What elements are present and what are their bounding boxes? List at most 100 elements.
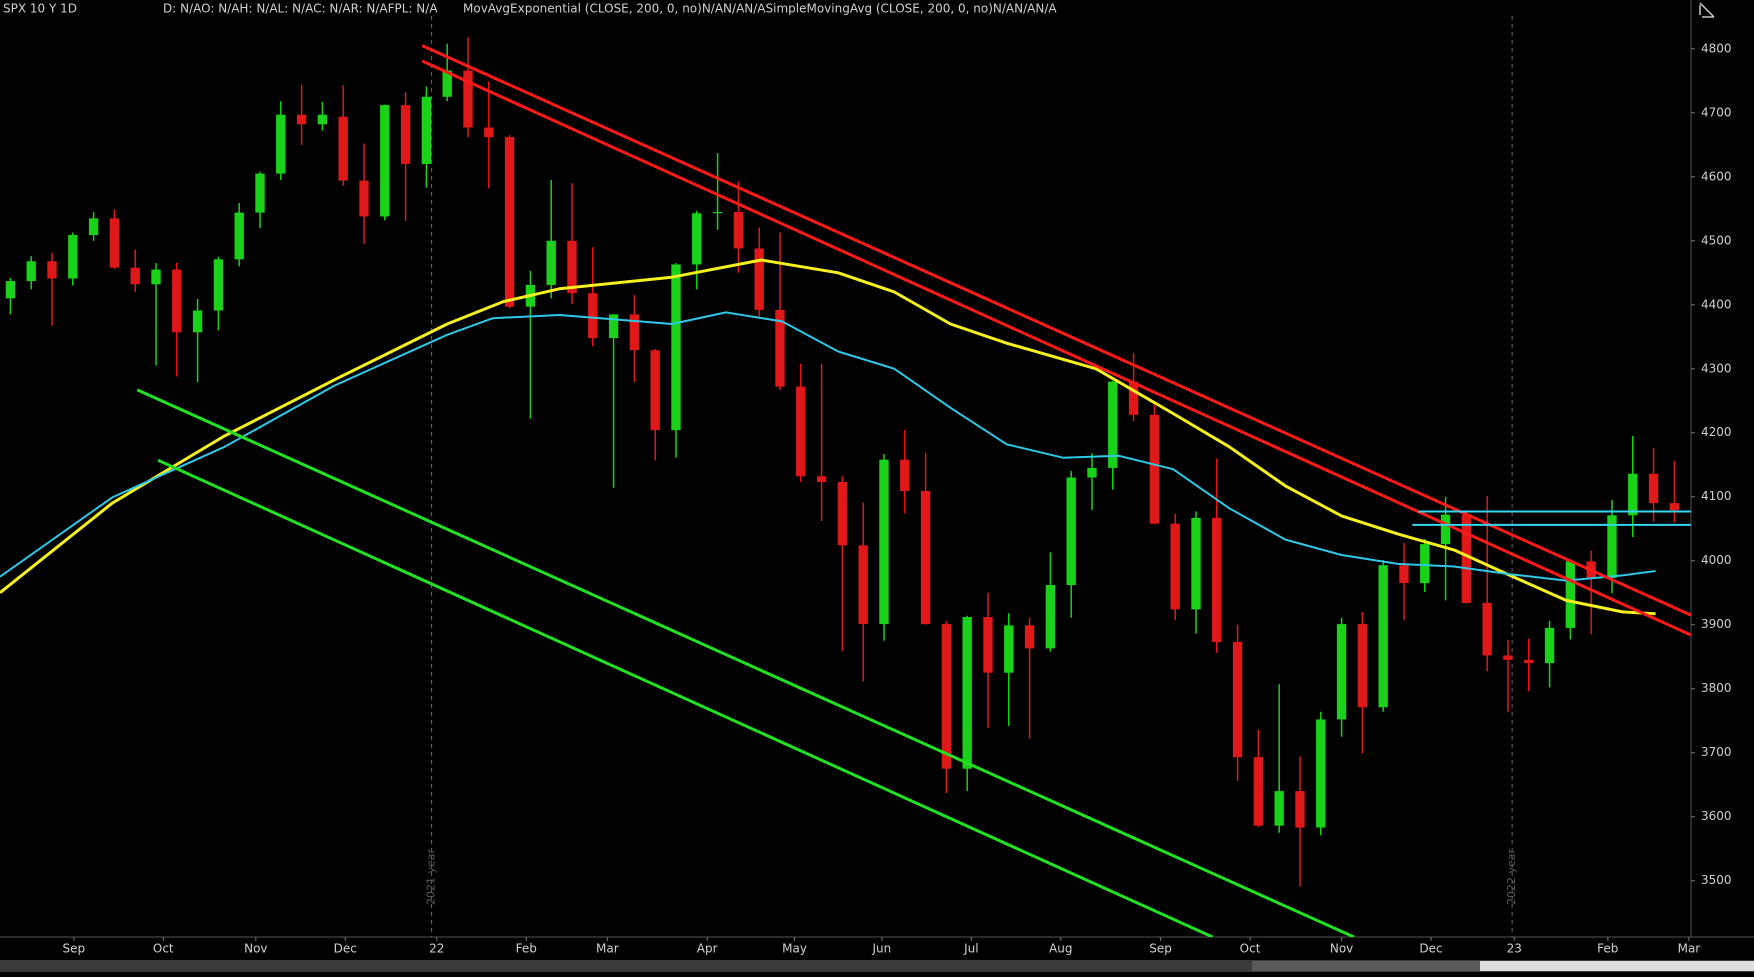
- candle-body: [712, 211, 723, 214]
- candle-body: [130, 267, 140, 285]
- x-tick-label: Jun: [872, 942, 892, 956]
- candle-body: [920, 490, 931, 625]
- symbol-title: SPX 10 Y 1D: [3, 2, 77, 16]
- x-tick-label: Aug: [1049, 942, 1072, 956]
- trend-line: [157, 458, 1214, 937]
- candle-body: [421, 96, 432, 164]
- x-tick-label: Dec: [334, 942, 357, 956]
- icon-stroke: [1699, 2, 1715, 18]
- x-tick-label: Dec: [1419, 942, 1442, 956]
- candle-body: [1399, 565, 1409, 584]
- candle-body: [1024, 625, 1035, 649]
- x-tick-label: May: [782, 942, 807, 956]
- candle-body: [692, 213, 702, 265]
- y-tick-label: 4500: [1701, 233, 1732, 247]
- candle-body: [1378, 565, 1388, 708]
- candle-body: [88, 218, 99, 236]
- candle-body: [1440, 514, 1451, 545]
- candle-body: [754, 248, 764, 310]
- candle-body: [47, 261, 57, 279]
- trend-line: [136, 388, 1355, 937]
- candle-body: [255, 173, 265, 213]
- y-tick-label: 3700: [1701, 745, 1732, 759]
- scrollbar[interactable]: [0, 960, 1754, 972]
- candle-body: [1607, 515, 1617, 579]
- x-tick-label: Oct: [1240, 942, 1261, 956]
- year-label: 2022 year: [1505, 849, 1518, 906]
- candle-body: [671, 264, 681, 431]
- candle-body: [837, 482, 848, 546]
- candle-body: [1274, 791, 1284, 826]
- y-tick-label: 4000: [1701, 553, 1732, 567]
- x-tick-label: Sep: [1149, 942, 1172, 956]
- candle-body: [1524, 659, 1534, 664]
- candle-body: [941, 624, 952, 769]
- candle-body: [484, 127, 494, 138]
- candle-body: [1212, 517, 1222, 642]
- candle-body: [276, 114, 286, 174]
- candle-body: [733, 211, 744, 249]
- candle-body: [338, 116, 348, 181]
- candle-body: [858, 545, 868, 625]
- candle-body: [1045, 585, 1056, 649]
- x-tick-label: Nov: [1330, 942, 1353, 956]
- candle-body: [1420, 544, 1430, 584]
- candle-body: [1191, 517, 1201, 610]
- x-tick-label: Sep: [63, 942, 86, 956]
- candle-body: [504, 137, 515, 307]
- candle-body: [983, 617, 993, 673]
- candle-body: [608, 314, 619, 339]
- candle-body: [400, 105, 411, 164]
- candle-body: [1316, 719, 1326, 828]
- candle-body: [151, 269, 161, 285]
- candle-body: [1128, 381, 1139, 415]
- candle-body: [192, 310, 203, 333]
- candle-body: [109, 218, 120, 268]
- collapse-icon[interactable]: [1699, 2, 1715, 18]
- year-label: 2021 year: [425, 849, 438, 906]
- candle-body: [68, 235, 78, 279]
- candle-body: [796, 386, 806, 477]
- candle-body: [900, 459, 910, 491]
- studies-legend: MovAvgExponential (CLOSE, 200, 0, no)N/A…: [463, 2, 1057, 16]
- x-tick-label: Oct: [153, 942, 174, 956]
- candle-body: [1336, 624, 1347, 720]
- candle-body: [1108, 381, 1118, 468]
- candle-body: [1544, 627, 1555, 664]
- y-tick-label: 4400: [1701, 297, 1732, 311]
- candle-body: [1004, 625, 1014, 673]
- candle-body: [650, 350, 660, 431]
- candle-body: [1170, 523, 1180, 610]
- scroll-thumb[interactable]: [1252, 961, 1480, 971]
- candle-body: [1461, 514, 1472, 603]
- y-tick-label: 4700: [1701, 105, 1732, 119]
- candle-body: [1066, 477, 1076, 586]
- scroll-range[interactable]: [1480, 961, 1754, 971]
- candle-body: [1295, 791, 1305, 828]
- moving-average-line: [0, 258, 1656, 616]
- candle-body: [442, 70, 452, 97]
- x-tick-label: Apr: [697, 942, 718, 956]
- price-status: D: N/AO: N/AH: N/AL: N/AC: N/AR: N/AFPL:…: [163, 2, 438, 16]
- y-tick-label: 3500: [1701, 873, 1732, 887]
- x-tick-label: Mar: [1678, 942, 1701, 956]
- candle-body: [1253, 757, 1264, 826]
- y-tick-label: 4600: [1701, 169, 1732, 183]
- candle-body: [172, 269, 182, 333]
- candle-body: [1648, 473, 1659, 504]
- candle-body: [1503, 655, 1513, 660]
- x-tick-label: 23: [1507, 942, 1522, 956]
- y-tick-label: 3800: [1701, 681, 1732, 695]
- candle-body: [1232, 641, 1243, 758]
- moving-average-line: [0, 311, 1656, 582]
- candle-body: [567, 240, 577, 294]
- candle-body: [1087, 467, 1097, 478]
- x-tick-label: Nov: [244, 942, 267, 956]
- candle-body: [629, 314, 640, 351]
- candle-body: [1628, 473, 1638, 516]
- candle-body: [962, 617, 972, 769]
- candle-body: [1482, 602, 1492, 656]
- candle-body: [380, 105, 390, 217]
